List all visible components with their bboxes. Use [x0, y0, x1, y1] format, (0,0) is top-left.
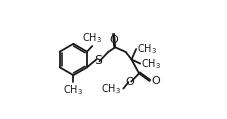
Text: S: S [94, 54, 102, 67]
Text: CH$_3$: CH$_3$ [136, 42, 157, 56]
Text: CH$_3$: CH$_3$ [63, 83, 83, 97]
Text: O: O [110, 35, 118, 45]
Text: CH$_3$: CH$_3$ [82, 31, 102, 45]
Text: O: O [125, 77, 134, 87]
Text: CH$_3$: CH$_3$ [101, 83, 121, 96]
Text: CH$_3$: CH$_3$ [141, 57, 160, 71]
Text: O: O [151, 76, 160, 86]
